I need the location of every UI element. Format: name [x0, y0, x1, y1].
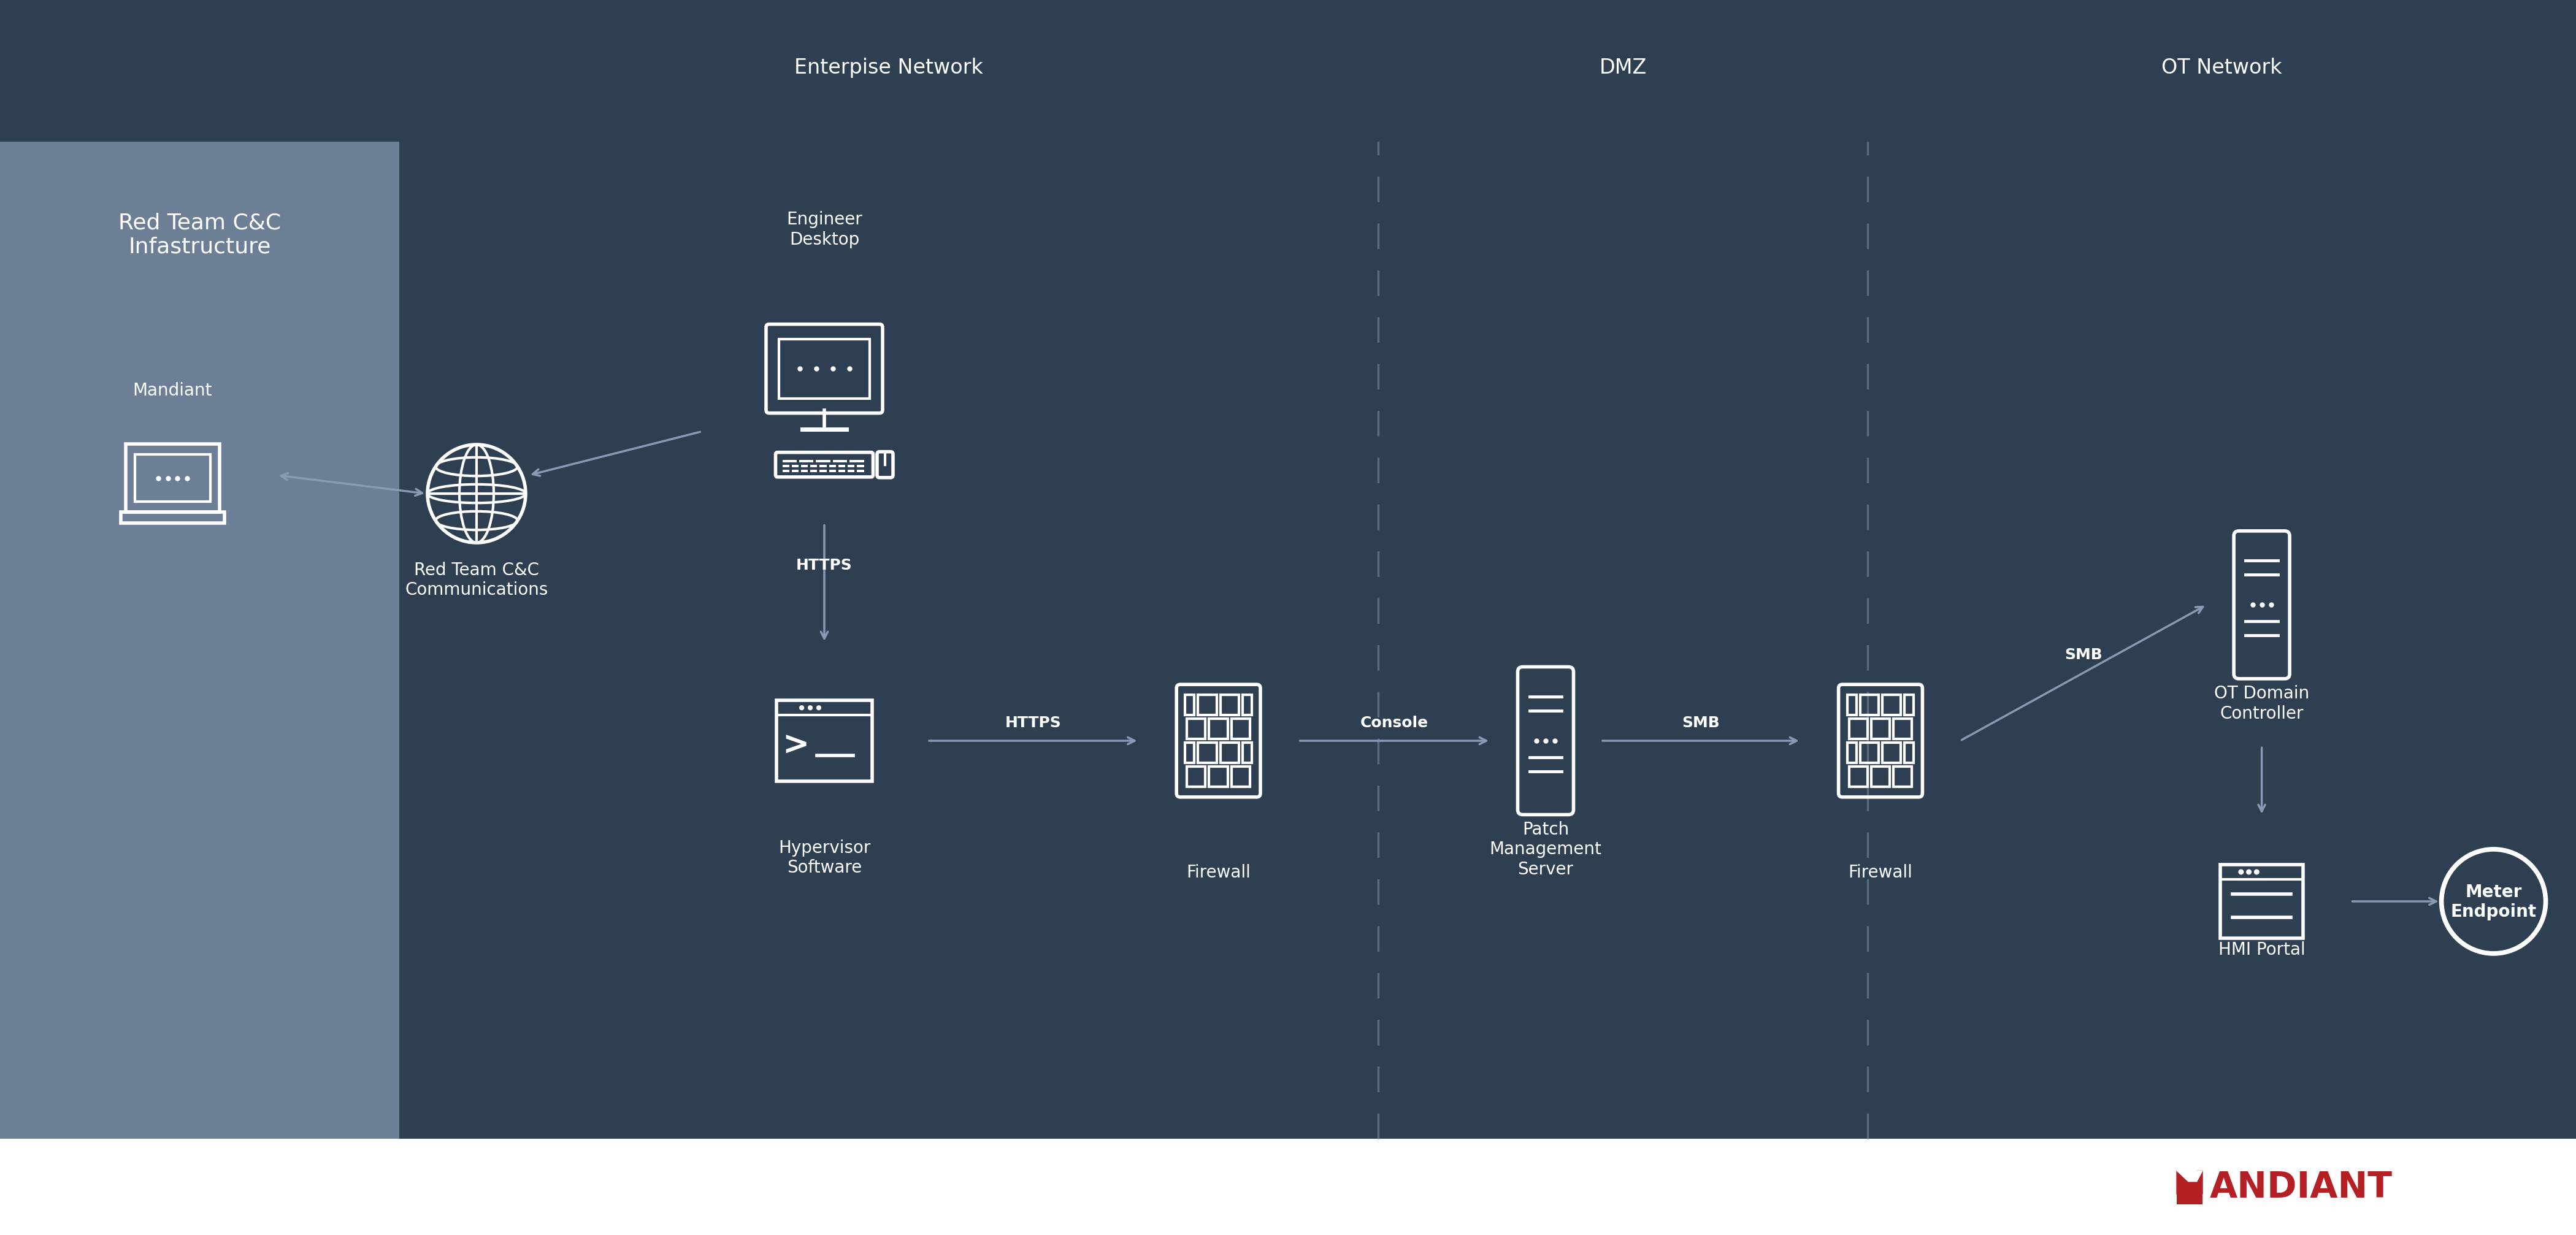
Bar — [817, 461, 829, 463]
Polygon shape — [2177, 1171, 2202, 1194]
Bar — [1883, 695, 1901, 715]
Bar — [0, 0, 2576, 142]
Bar — [837, 466, 845, 468]
Text: DMZ: DMZ — [1600, 58, 1646, 78]
Bar — [1208, 719, 1229, 740]
Circle shape — [2254, 869, 2259, 874]
Bar — [783, 471, 788, 473]
Bar — [791, 471, 799, 473]
Text: Firewall: Firewall — [1850, 863, 1911, 881]
Bar — [1198, 695, 1216, 715]
Bar — [858, 471, 863, 473]
Bar — [1893, 767, 1911, 787]
Bar — [1208, 767, 1229, 787]
Bar — [121, 513, 224, 524]
Bar — [801, 471, 809, 473]
Text: Console: Console — [1360, 715, 1427, 730]
Bar — [848, 471, 855, 473]
Bar — [1870, 767, 1891, 787]
Bar — [1221, 742, 1239, 763]
Bar — [0, 1139, 2576, 1235]
Bar — [783, 461, 796, 463]
Bar — [1870, 719, 1891, 740]
Bar — [1847, 695, 1857, 715]
Text: Meter
Endpoint: Meter Endpoint — [2450, 883, 2537, 920]
Bar — [1883, 742, 1901, 763]
Bar — [1904, 742, 1914, 763]
Bar — [1860, 742, 1878, 763]
Bar — [0, 0, 399, 1235]
Text: OT Domain
Controller: OT Domain Controller — [2215, 685, 2308, 721]
Bar — [1847, 742, 1857, 763]
Bar — [1904, 695, 1914, 715]
Text: >: > — [783, 729, 809, 761]
Text: Patch
Management
Server: Patch Management Server — [1489, 821, 1602, 878]
Bar — [1231, 719, 1249, 740]
Text: Red Team C&C
Communications: Red Team C&C Communications — [404, 562, 549, 599]
Bar — [829, 471, 835, 473]
Bar — [850, 461, 863, 463]
Text: OT Network: OT Network — [2161, 58, 2282, 78]
Text: HMI Portal: HMI Portal — [2218, 941, 2306, 958]
Text: Red Team C&C
Infastructure: Red Team C&C Infastructure — [118, 212, 281, 257]
Bar — [399, 0, 2576, 1235]
Text: Firewall: Firewall — [1188, 863, 1249, 881]
Bar — [1188, 767, 1206, 787]
Bar — [1860, 695, 1878, 715]
Bar — [811, 471, 817, 473]
Text: Enterpise Network: Enterpise Network — [793, 58, 984, 78]
Circle shape — [2246, 869, 2251, 874]
Bar — [1221, 695, 1239, 715]
Circle shape — [809, 705, 814, 710]
Text: ANDIANT: ANDIANT — [2210, 1170, 2393, 1204]
Bar — [1242, 695, 1252, 715]
Bar — [2177, 1171, 2202, 1204]
Bar — [858, 466, 863, 468]
Bar — [829, 466, 835, 468]
Text: Hypervisor
Software: Hypervisor Software — [778, 839, 871, 876]
Bar — [837, 471, 845, 473]
Text: Engineer
Desktop: Engineer Desktop — [786, 211, 863, 248]
Text: HTTPS: HTTPS — [1005, 715, 1061, 730]
Bar — [1850, 719, 1868, 740]
Text: SMB: SMB — [1682, 715, 1721, 730]
Text: Mandiant: Mandiant — [134, 382, 211, 399]
Bar — [1242, 742, 1252, 763]
Bar — [783, 466, 788, 468]
Circle shape — [2239, 869, 2244, 874]
Bar — [801, 466, 809, 468]
Circle shape — [817, 705, 822, 710]
Bar — [1231, 767, 1249, 787]
Bar — [1188, 719, 1206, 740]
Bar — [1185, 695, 1195, 715]
Text: HTTPS: HTTPS — [796, 558, 853, 572]
Bar — [1850, 767, 1868, 787]
Bar — [1185, 742, 1195, 763]
Bar — [799, 461, 814, 463]
Bar — [1198, 742, 1216, 763]
Polygon shape — [2177, 1171, 2202, 1182]
Bar — [819, 471, 827, 473]
Bar — [811, 466, 817, 468]
Text: SMB: SMB — [2063, 647, 2102, 662]
Bar — [848, 466, 855, 468]
Bar — [791, 466, 799, 468]
Bar — [819, 466, 827, 468]
Bar — [832, 461, 848, 463]
Circle shape — [799, 705, 804, 710]
Bar — [1893, 719, 1911, 740]
